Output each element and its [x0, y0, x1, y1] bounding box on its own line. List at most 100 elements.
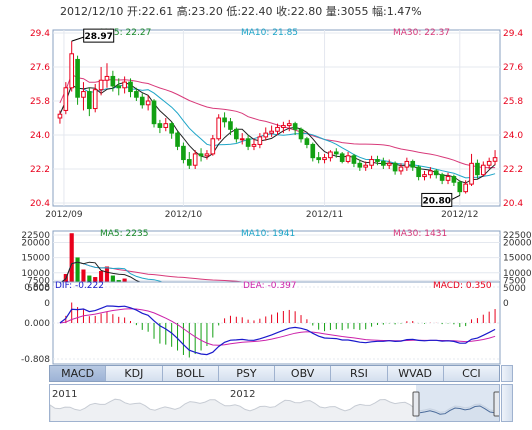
candle-up	[98, 79, 104, 91]
candle-down	[234, 128, 239, 140]
stock-chart[interactable]: 29.4 29.4 27.6 27.6 25.8 25.8 24.0 24.0 22.2 22.2…	[0, 0, 532, 365]
candle-up	[145, 100, 151, 106]
candle-up	[386, 162, 392, 166]
volume-legend-ma30: MA30: 1431	[393, 229, 447, 239]
candle-down	[128, 81, 133, 93]
open-value: 22.61	[141, 5, 174, 18]
candle-down	[245, 138, 251, 147]
navigator-handle-right[interactable]	[493, 391, 500, 417]
range-navigator-graph[interactable]: 2011 2012	[50, 385, 500, 422]
candle-down	[475, 162, 480, 176]
candle-down	[316, 157, 321, 161]
tab-kdj[interactable]: KDJ	[106, 366, 163, 381]
volume-tick-right: 20000	[503, 239, 532, 249]
navigator-selected-line	[419, 405, 499, 415]
volume-tick-left: 15000	[21, 254, 50, 264]
volume-tick-left: 22500	[21, 231, 50, 241]
min-annotation-text: 20.80	[423, 196, 451, 206]
navigator-year-label: 2011	[52, 389, 77, 400]
volume-tick-left: 0	[44, 299, 50, 309]
max-annotation-line	[71, 36, 84, 42]
macd-panel-frame	[52, 281, 501, 365]
candle-up	[486, 160, 492, 166]
volume-tick-right: 10000	[503, 269, 532, 279]
navigator-year-label: 2012	[230, 389, 255, 400]
price-tick-right: 24.0	[503, 131, 523, 141]
candle-down	[181, 145, 186, 161]
macd-legend-dea: DEA: -0.397	[243, 281, 297, 291]
tab-scroll-right[interactable]	[501, 365, 513, 382]
candle-up	[363, 164, 369, 168]
macd-legend-macd: MACD: 0.350	[433, 281, 492, 291]
month-label: 2012/10	[165, 210, 203, 220]
price-tick-left: 22.2	[30, 165, 50, 175]
max-annotation-box	[83, 28, 115, 43]
volume-tick-right: 0	[503, 299, 509, 309]
candle-down	[198, 153, 204, 157]
close-value: 22.80	[290, 5, 323, 18]
candle-up	[445, 176, 451, 181]
open-label: 开:	[126, 5, 142, 18]
candle-down	[110, 75, 116, 87]
candle-up	[328, 151, 333, 159]
navigator-handle-left[interactable]	[412, 391, 420, 417]
navigator-scroll-right[interactable]	[501, 384, 513, 422]
change-label: 幅:	[372, 5, 387, 18]
candle-up	[69, 53, 75, 89]
candle-down	[304, 138, 310, 145]
candle-up	[192, 153, 198, 166]
candle-up	[104, 75, 110, 81]
range-navigator[interactable]: 2011 2012	[49, 384, 500, 422]
month-label: 2012/09	[45, 210, 83, 220]
candle-up	[63, 87, 69, 111]
candle-down	[457, 181, 463, 193]
tab-rsi[interactable]: RSI	[331, 366, 388, 381]
candle-down	[439, 174, 445, 181]
volume-tick-left: 7500	[27, 276, 50, 286]
candle-up	[204, 153, 210, 157]
low-label: 低:	[226, 5, 242, 18]
tab-cci[interactable]: CCI	[462, 367, 481, 380]
volume-tick-right: 5000	[503, 284, 526, 294]
candle-down	[151, 100, 157, 125]
candle-up	[428, 170, 433, 176]
candle-up	[404, 160, 410, 168]
tab-boll[interactable]: BOLL	[163, 366, 219, 381]
price-tick-left: 24.0	[30, 131, 50, 141]
candle-down	[169, 123, 174, 134]
tab-macd[interactable]: MACD	[50, 366, 107, 381]
candle-up	[469, 162, 474, 185]
tab-wvad[interactable]: WVAD	[388, 366, 444, 381]
volume-label: 量:	[325, 5, 341, 18]
candle-up	[422, 174, 427, 178]
candle-down	[75, 58, 80, 98]
tab-psy[interactable]: PSY	[219, 366, 275, 381]
tab-obv[interactable]: OBV	[275, 366, 332, 381]
max-annotation-text: 28.97	[84, 32, 112, 42]
candle-up	[251, 143, 257, 147]
candle-up	[210, 138, 216, 155]
macd-tick-left: 0.808	[24, 283, 50, 293]
min-annotation-box	[421, 192, 453, 207]
candle-up	[492, 157, 498, 162]
price-tick-left: 20.4	[30, 199, 50, 209]
candle-down	[392, 162, 398, 172]
low-value: 22.40	[241, 5, 273, 18]
macd-dif-line	[59, 305, 496, 356]
candle-up	[263, 132, 269, 138]
candle-down	[410, 160, 416, 168]
candle-up	[463, 183, 468, 193]
price-legend-ma30: MA30: 22.37	[393, 28, 450, 38]
candle-down	[134, 91, 139, 98]
candle-down	[310, 143, 316, 159]
candle-down	[139, 96, 145, 106]
candle-up	[398, 166, 404, 172]
candle-up	[239, 138, 245, 141]
price-tick-right: 27.6	[503, 63, 523, 73]
price-tick-right: 29.4	[503, 29, 523, 39]
candle-down	[157, 123, 163, 128]
candle-up	[81, 91, 86, 98]
candle-down	[292, 123, 298, 130]
close-label: 收:	[276, 5, 291, 18]
